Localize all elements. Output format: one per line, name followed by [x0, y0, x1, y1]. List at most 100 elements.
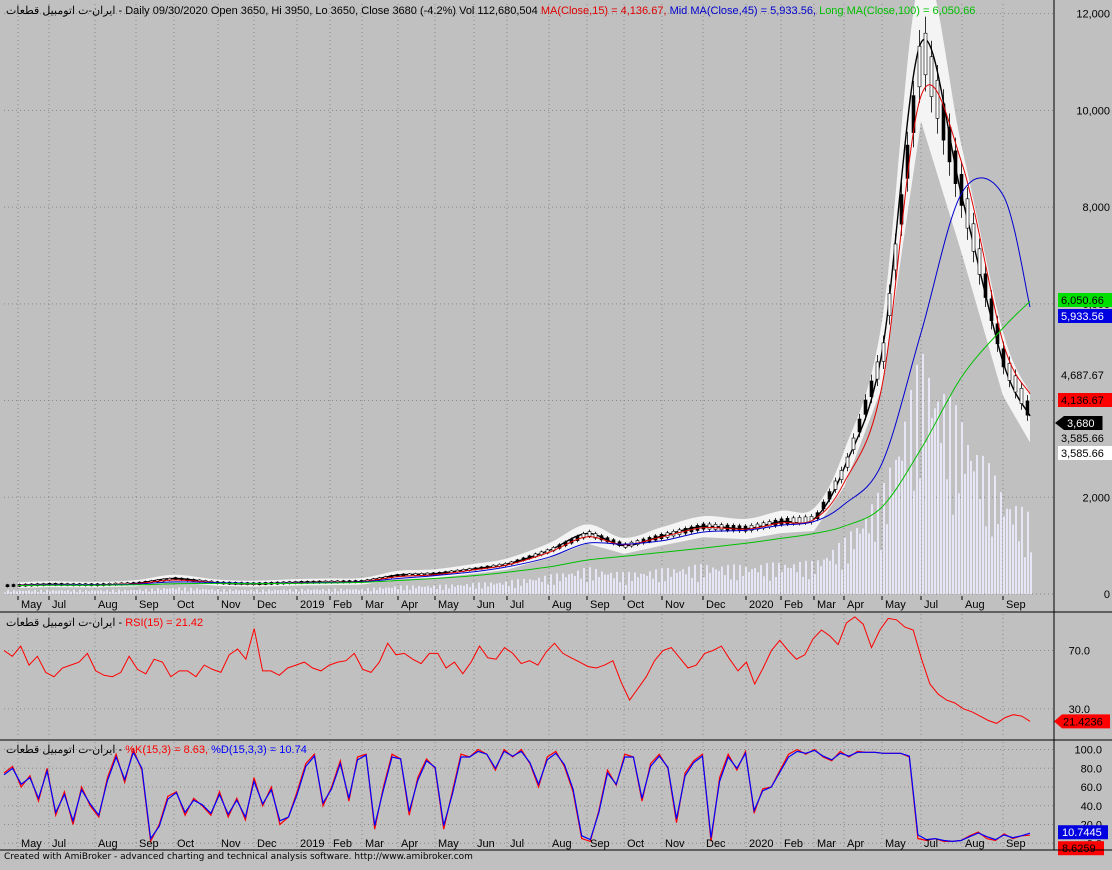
volume-bar: [793, 564, 795, 594]
candle: [857, 418, 862, 433]
stochastic-x-tick: Jul: [924, 838, 938, 850]
volume-bar: [457, 584, 459, 594]
volume-bar: [859, 533, 861, 594]
stochastic-x-tick: Dec: [257, 838, 277, 850]
candle: [929, 56, 934, 97]
volume-bar: [373, 587, 375, 594]
volume-bar: [841, 569, 843, 594]
volume-bar: [874, 541, 876, 594]
candle: [749, 525, 754, 531]
volume-bar: [562, 573, 564, 594]
candle: [941, 103, 946, 141]
volume-bar: [754, 568, 756, 594]
volume-bar: [148, 591, 150, 594]
volume-bar: [526, 582, 528, 594]
volume-bar: [79, 589, 81, 594]
value-tag-label: 3,585.66: [1061, 433, 1104, 445]
volume-bar: [274, 589, 276, 594]
volume-bar: [820, 566, 822, 594]
stochastic-y-tick: 80.0: [1081, 763, 1102, 775]
volume-bar: [871, 504, 873, 594]
volume-bar: [700, 564, 702, 594]
volume-bar: [367, 587, 369, 594]
volume-bar: [730, 579, 732, 594]
price-band: [18, 0, 1030, 588]
candle: [977, 248, 982, 275]
candle: [797, 517, 802, 524]
volume-bar: [982, 455, 984, 594]
volume-bar: [823, 559, 825, 594]
price-y-tick: 12,000: [1076, 9, 1110, 21]
volume-bar: [514, 587, 516, 594]
candle: [971, 223, 976, 252]
candle: [887, 293, 892, 317]
volume-bar: [652, 578, 654, 594]
volume-bar: [634, 572, 636, 594]
volume-bar: [748, 571, 750, 594]
volume-bar: [478, 582, 480, 594]
volume-bar: [490, 582, 492, 594]
volume-bar: [934, 408, 936, 594]
volume-bar: [538, 577, 540, 594]
volume-bar: [808, 579, 810, 594]
volume-bar: [217, 589, 219, 594]
volume-bar: [829, 560, 831, 594]
candle: [707, 523, 712, 530]
volume-bar: [364, 590, 366, 594]
volume-bar: [52, 589, 54, 594]
volume-bar: [790, 568, 792, 594]
volume-bar: [541, 582, 543, 594]
volume-bar: [397, 588, 399, 594]
volume-bar: [964, 473, 966, 594]
volume-bar: [955, 405, 957, 594]
volume-bar: [733, 564, 735, 594]
volume-bar: [250, 589, 252, 594]
stochastic-x-tick: 2020: [749, 838, 773, 850]
volume-bar: [352, 589, 354, 594]
volume-bar: [382, 588, 384, 594]
volume-bar: [550, 574, 552, 594]
value-tag-label: 3,585.66: [1061, 448, 1104, 460]
volume-bar: [235, 589, 237, 594]
volume-bar: [391, 588, 393, 594]
price-x-tick: Dec: [706, 599, 726, 611]
stochastic-x-tick: Feb: [333, 838, 352, 850]
volume-bar: [451, 584, 453, 594]
volume-bar: [466, 584, 468, 594]
footer-credit: Created with AmiBroker - advanced charti…: [4, 852, 473, 862]
volume-bar: [502, 584, 504, 594]
volume-bar: [94, 590, 96, 594]
volume-bar: [919, 478, 921, 594]
candle: [719, 524, 724, 531]
volume-bar: [292, 591, 294, 594]
volume-bar: [325, 590, 327, 594]
volume-bar: [103, 591, 105, 594]
volume-bar: [76, 592, 78, 594]
candle: [893, 243, 898, 271]
candle: [899, 194, 904, 225]
volume-bar: [427, 586, 429, 594]
volume-bar: [817, 560, 819, 594]
volume-bar: [598, 577, 600, 594]
volume-bar: [586, 582, 588, 594]
volume-bar: [82, 591, 84, 594]
volume-bar: [211, 589, 213, 594]
volume-bar: [544, 575, 546, 594]
volume-bar: [124, 589, 126, 594]
volume-bar: [853, 549, 855, 594]
volume-bar: [268, 589, 270, 594]
volume-bar: [976, 454, 978, 594]
volume-bar: [889, 467, 891, 594]
volume-bar: [655, 569, 657, 594]
volume-bar: [469, 587, 471, 594]
candle: [827, 491, 832, 500]
stochastic-y-tick: 40.0: [1081, 801, 1102, 813]
volume-bar: [448, 588, 450, 594]
volume-bar: [154, 591, 156, 594]
volume-bar: [832, 549, 834, 594]
volume-bar: [787, 567, 789, 594]
k-value-tag: [1058, 841, 1104, 856]
volume-bar: [826, 557, 828, 594]
candle: [965, 198, 970, 229]
